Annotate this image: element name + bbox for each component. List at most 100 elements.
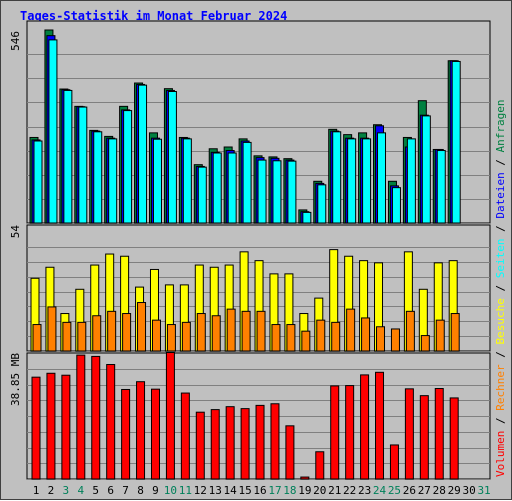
bar-rechner-day-29 — [450, 313, 460, 352]
bar-volumen-day-19 — [300, 476, 310, 480]
bar-seiten-day-27 — [421, 115, 431, 224]
bar-rechner-day-27 — [420, 335, 430, 352]
bar-seiten-day-10 — [167, 91, 177, 224]
bar-volumen-day-21 — [330, 385, 340, 480]
scale-label-requests: 546 — [9, 31, 22, 51]
bar-volumen-day-10 — [165, 352, 175, 480]
day-label-16: 16 — [253, 484, 266, 497]
bar-rechner-day-3 — [62, 321, 72, 352]
bar-rechner-day-16 — [256, 310, 266, 352]
bar-rechner-day-24 — [376, 326, 386, 352]
day-label-28: 28 — [433, 484, 446, 497]
day-label-11: 11 — [179, 484, 192, 497]
day-label-8: 8 — [137, 484, 144, 497]
bar-rechner-day-25 — [390, 328, 400, 352]
bar-seiten-day-9 — [152, 138, 162, 224]
bar-seiten-day-8 — [138, 84, 148, 224]
bar-rechner-day-14 — [226, 308, 236, 352]
bar-seiten-day-22 — [347, 138, 357, 224]
bar-volumen-day-24 — [375, 371, 385, 480]
bar-rechner-day-9 — [151, 319, 161, 352]
bar-seiten-day-18 — [287, 160, 297, 224]
bar-seiten-day-15 — [242, 141, 252, 224]
bar-rechner-day-28 — [435, 319, 445, 352]
bar-volumen-day-17 — [270, 403, 280, 480]
day-label-1: 1 — [33, 484, 40, 497]
bar-rechner-day-6 — [107, 310, 117, 352]
day-label-27: 27 — [418, 484, 431, 497]
bar-seiten-day-4 — [78, 106, 88, 224]
bar-volumen-day-26 — [404, 388, 414, 480]
day-label-31: 31 — [477, 484, 490, 497]
legend-item-6: Seiten — [494, 239, 507, 279]
bar-rechner-day-4 — [77, 321, 87, 352]
bar-rechner-day-13 — [211, 315, 221, 352]
bar-volumen-day-5 — [91, 355, 101, 480]
bar-seiten-day-21 — [332, 131, 342, 224]
bar-volumen-day-28 — [434, 388, 444, 480]
day-label-7: 7 — [122, 484, 129, 497]
legend-item-9: / — [494, 152, 507, 172]
day-label-26: 26 — [403, 484, 416, 497]
bar-seiten-day-17 — [272, 160, 282, 224]
bar-seiten-day-23 — [362, 138, 372, 224]
bar-volumen-day-4 — [76, 354, 86, 480]
bar-volumen-day-6 — [106, 364, 116, 480]
bar-seiten-day-13 — [212, 152, 222, 224]
legend-item-7: / — [494, 219, 507, 239]
bar-rechner-day-15 — [241, 310, 251, 352]
day-label-4: 4 — [77, 484, 84, 497]
bar-volumen-day-16 — [255, 404, 265, 480]
bar-volumen-day-8 — [136, 381, 146, 480]
bar-volumen-day-9 — [150, 388, 160, 480]
day-label-13: 13 — [209, 484, 222, 497]
bar-seiten-day-24 — [377, 132, 387, 224]
bar-seiten-day-6 — [108, 138, 118, 224]
bar-volumen-day-25 — [389, 444, 399, 480]
bar-rechner-day-5 — [92, 315, 102, 352]
day-label-9: 9 — [152, 484, 159, 497]
bar-volumen-day-23 — [360, 374, 370, 480]
day-label-5: 5 — [92, 484, 99, 497]
bar-seiten-day-29 — [451, 60, 461, 224]
day-label-23: 23 — [358, 484, 371, 497]
legend-item-4: Besuche — [494, 298, 507, 344]
day-label-20: 20 — [313, 484, 326, 497]
day-label-15: 15 — [238, 484, 251, 497]
legend-item-2: Rechner — [494, 364, 507, 411]
day-label-22: 22 — [343, 484, 356, 497]
day-label-30: 30 — [463, 484, 476, 497]
bar-volumen-day-3 — [61, 374, 71, 480]
bar-seiten-day-3 — [63, 89, 73, 224]
bar-rechner-day-11 — [181, 321, 191, 352]
bar-rechner-day-12 — [196, 313, 206, 352]
bar-seiten-day-16 — [257, 159, 267, 224]
bar-rechner-day-1 — [32, 324, 42, 352]
bar-rechner-day-7 — [122, 313, 132, 352]
bar-seiten-day-26 — [406, 138, 416, 224]
bar-volumen-day-18 — [285, 425, 295, 480]
day-label-6: 6 — [107, 484, 114, 497]
legend-item-0: Volumen — [494, 431, 507, 477]
bar-rechner-day-23 — [361, 317, 371, 352]
day-label-24: 24 — [373, 484, 387, 497]
day-label-17: 17 — [268, 484, 281, 497]
bar-volumen-day-7 — [121, 388, 131, 480]
bar-volumen-day-11 — [180, 392, 190, 480]
day-label-12: 12 — [194, 484, 207, 497]
bar-volumen-day-13 — [210, 409, 220, 480]
legend-item-10: Anfragen — [494, 99, 507, 152]
bar-seiten-day-20 — [317, 184, 327, 224]
day-label-3: 3 — [63, 484, 70, 497]
bar-rechner-day-21 — [331, 321, 341, 352]
chart-title: Tages-Statistik im Monat Februar 2024 — [20, 9, 288, 23]
bar-rechner-day-26 — [405, 310, 415, 352]
scale-label-visits: 54 — [9, 225, 22, 239]
day-label-25: 25 — [388, 484, 401, 497]
legend-item-1: / — [494, 411, 507, 431]
bar-rechner-day-10 — [166, 324, 176, 352]
bar-volumen-day-2 — [46, 372, 56, 480]
bar-seiten-day-11 — [182, 138, 192, 224]
day-label-19: 19 — [298, 484, 311, 497]
